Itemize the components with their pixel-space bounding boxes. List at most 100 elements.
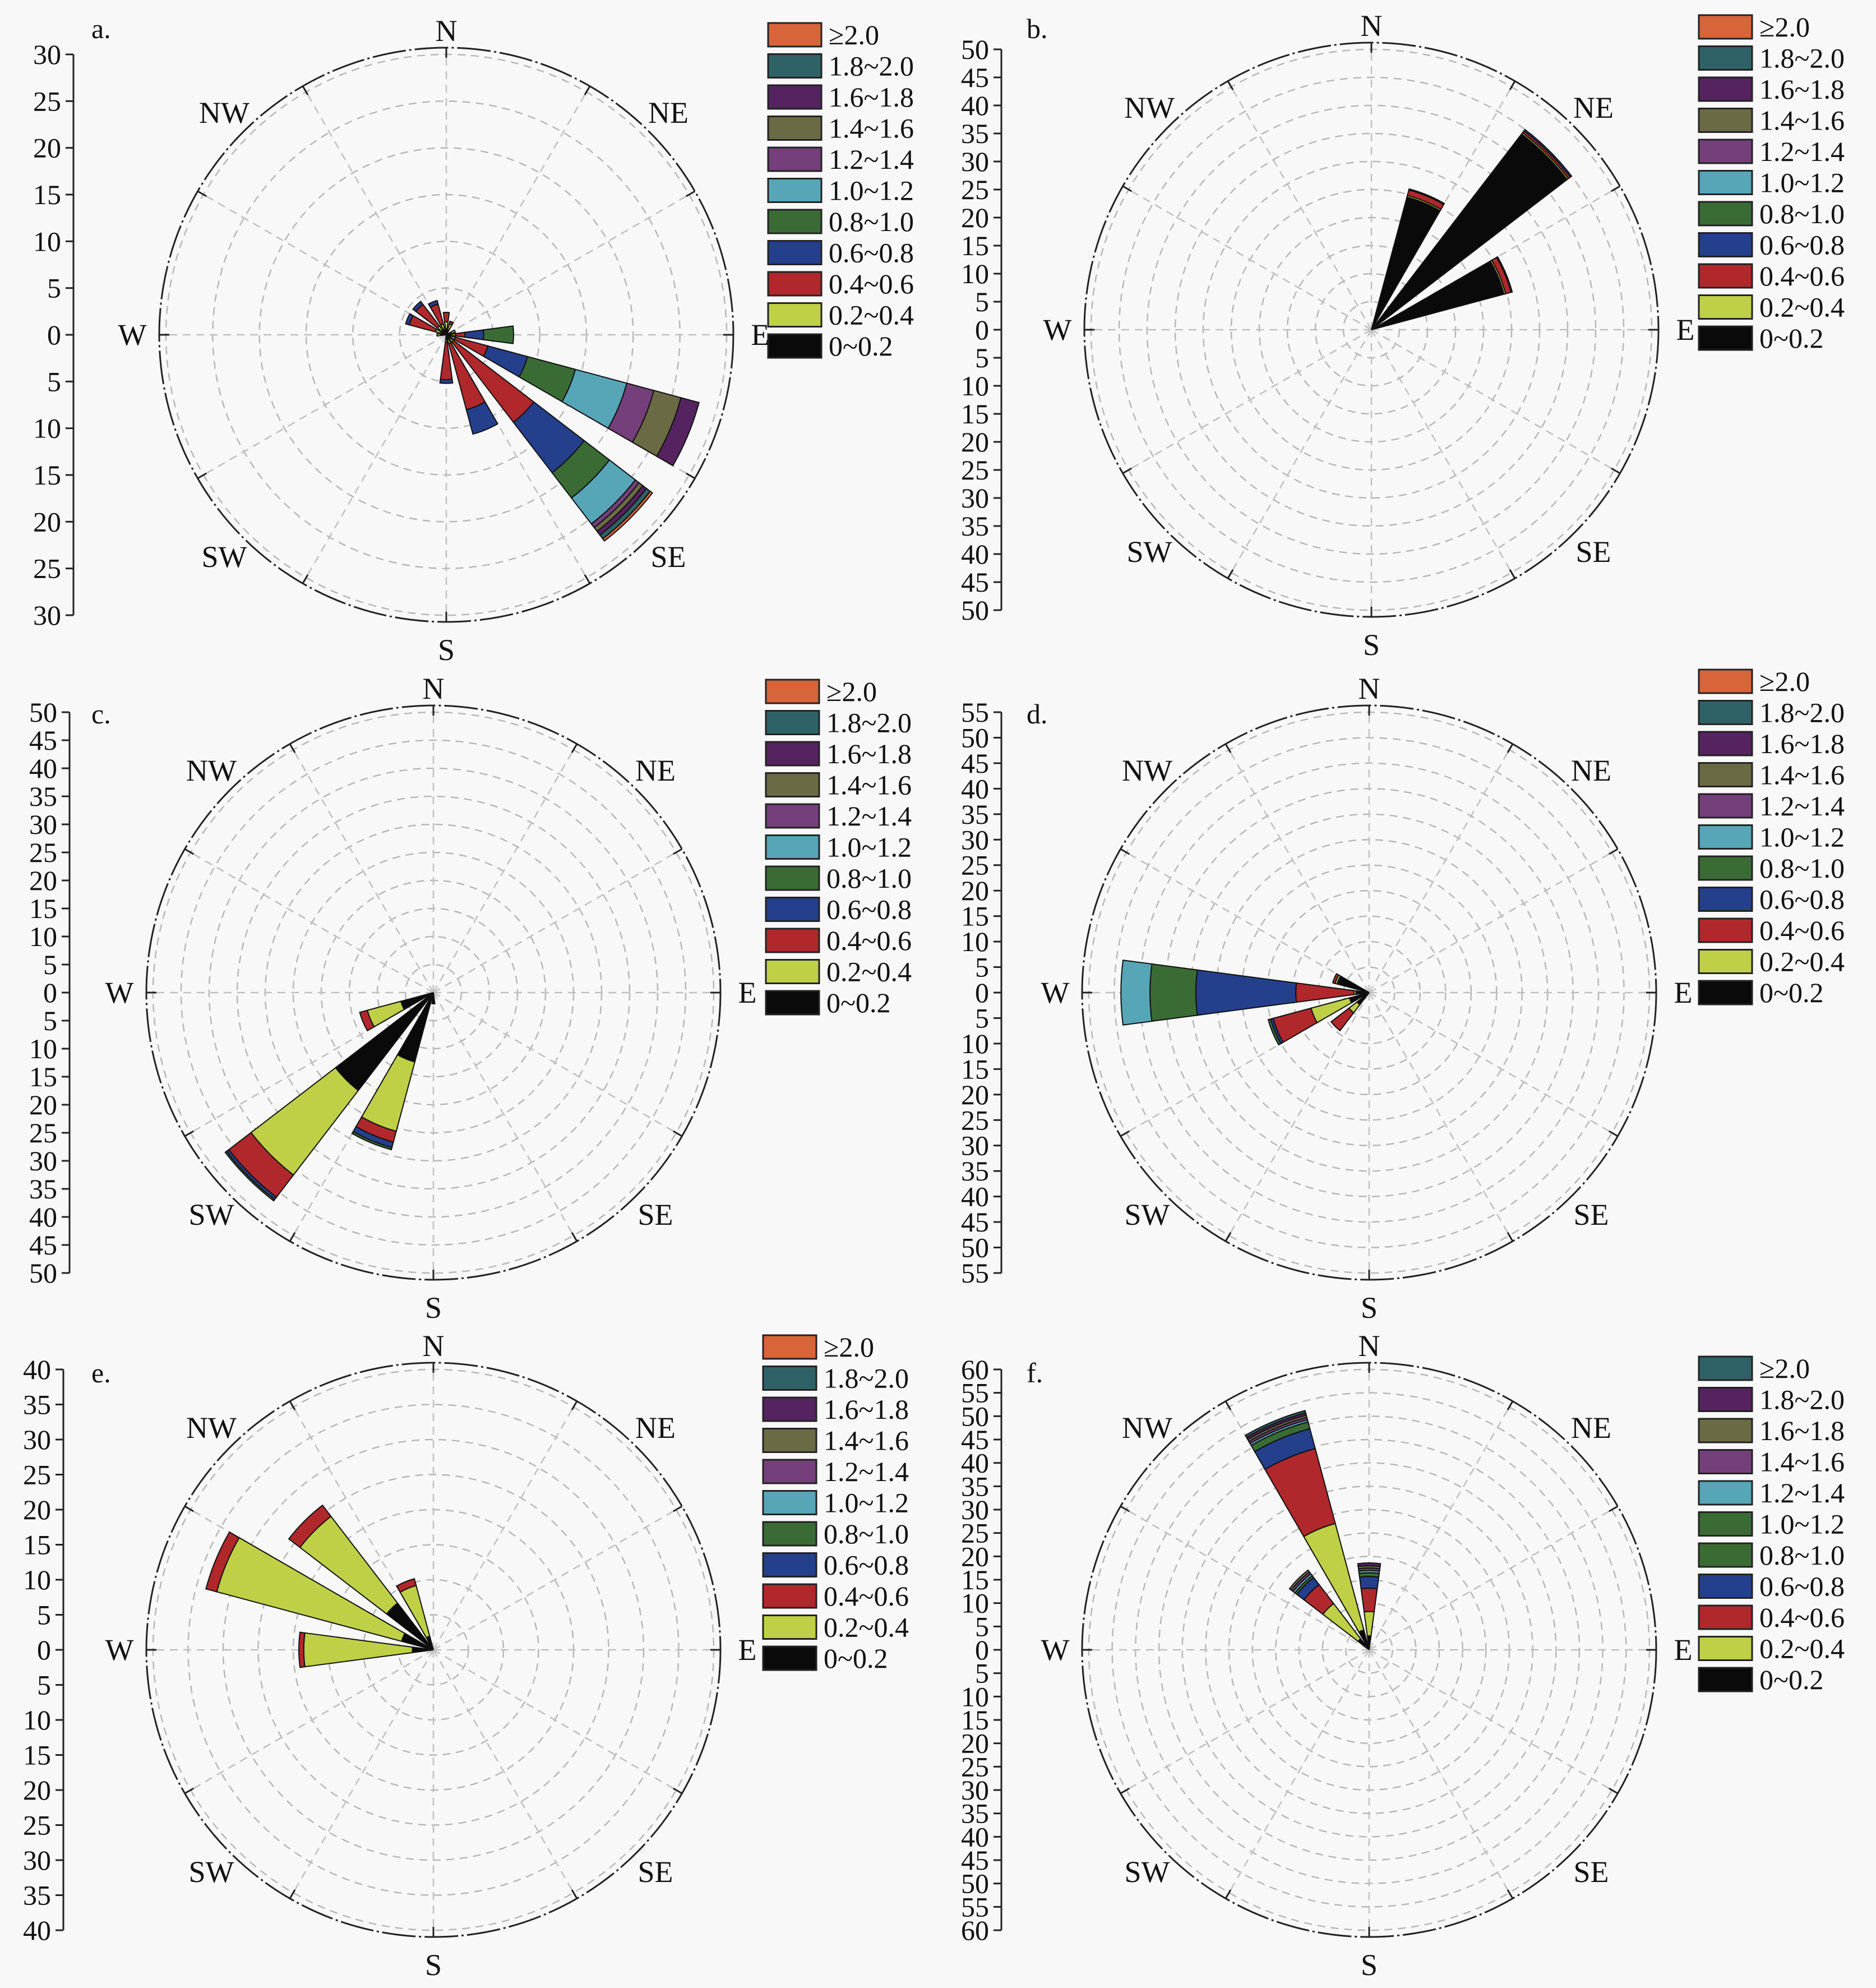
radial-tick-label: 40 (23, 1915, 51, 1946)
outer-tick (1609, 848, 1619, 855)
legend-swatch (1698, 855, 1753, 881)
radial-tick-label: 20 (23, 1774, 51, 1806)
legend-swatch (762, 1366, 817, 1391)
compass-label: SW (202, 540, 247, 574)
legend-label: 0.8~1.0 (824, 1518, 909, 1549)
outer-tick (686, 190, 696, 197)
legend-swatch (1698, 1542, 1753, 1568)
bar-segment-NNE-bin3 (1408, 188, 1445, 205)
legend-label: 1.6~1.8 (826, 738, 912, 769)
compass-label: NE (1573, 91, 1614, 124)
compass-label: SE (1575, 535, 1611, 569)
legend-label: 1.2~1.4 (1759, 1477, 1845, 1509)
legend-swatch (1698, 45, 1753, 71)
radial-tick-label: 25 (961, 850, 989, 881)
legend-swatch (767, 302, 823, 328)
legend-label: 0~0.2 (826, 987, 891, 1018)
legend-swatch (1698, 980, 1753, 1005)
grid-ring (258, 147, 634, 523)
bar-SW (224, 992, 434, 1202)
legend-label: 1.8~2.0 (1759, 1384, 1845, 1415)
compass-label: NW (1122, 754, 1172, 787)
legend-swatch (762, 1615, 817, 1640)
outer-tick (571, 1889, 578, 1899)
bar-NNE (1371, 188, 1445, 330)
radial-tick-label: 55 (961, 1377, 989, 1409)
panel-label: f. (1027, 1357, 1043, 1389)
compass-label: W (118, 318, 147, 352)
radial-tick-label: 20 (961, 202, 989, 233)
radial-tick-label: 20 (961, 875, 989, 906)
radial-tick-label: 5 (37, 1669, 51, 1701)
radial-tick-label: 55 (961, 1891, 989, 1922)
radial-tick-label: 20 (23, 1494, 51, 1525)
radial-tick-label: 15 (29, 1061, 57, 1092)
grid-ring (1275, 1556, 1463, 1744)
bar-segment-W-bin2 (298, 1631, 306, 1668)
legend-label: 0.6~0.8 (824, 1549, 909, 1581)
wind-rose-panel-a: N NE E SE S SW W NW 0 5 5 10 10 15 15 20 20 25 25 30 30 a. ≥2.… (33, 13, 914, 667)
legend-swatch (765, 959, 820, 984)
radial-tick-label: 50 (961, 1232, 989, 1263)
legend-swatch (1698, 668, 1753, 694)
radial-tick-label: 0 (47, 319, 61, 350)
legend-label: 0.2~0.4 (1759, 1633, 1845, 1664)
legend-swatch (1698, 1449, 1753, 1474)
bar-WNW (205, 1531, 434, 1650)
bar-SSW (351, 992, 434, 1151)
grid-ring (222, 1438, 645, 1861)
compass-label: NE (648, 96, 689, 130)
radial-tick-label: 60 (961, 1915, 989, 1946)
legend: ≥2.01.8~2.01.6~1.81.4~1.61.2~1.41.0~1.20… (1698, 1353, 1845, 1695)
grid-spoke (1120, 1649, 1370, 1795)
bar-NNW (396, 1578, 434, 1650)
radial-tick-label: 30 (29, 1145, 57, 1177)
legend-label: 1.0~1.2 (826, 832, 912, 863)
compass-label: NW (186, 1411, 237, 1445)
compass-label: W (1043, 313, 1072, 347)
radial-tick-label: 10 (961, 1588, 989, 1619)
radial-tick-label: 45 (29, 1229, 57, 1261)
grid-ring (1181, 1462, 1557, 1838)
outer-tick (1225, 1400, 1232, 1410)
grid-spoke (1369, 991, 1619, 1137)
outer-tick (1609, 1787, 1619, 1795)
legend-label: 0.4~0.6 (824, 1580, 909, 1612)
bar-ESE (446, 334, 700, 467)
radial-tick-label: 0 (975, 977, 989, 1008)
outer-tick (289, 1232, 296, 1242)
compass-label: W (1041, 976, 1070, 1009)
bar-segment-SSW-bin4 (351, 1131, 393, 1151)
legend-label: 0.4~0.6 (829, 268, 914, 299)
legend-swatch (1698, 1480, 1753, 1506)
legend-swatch (1698, 1636, 1753, 1661)
grid-spoke (1368, 1400, 1514, 1650)
grid-spoke (289, 1649, 435, 1899)
grid-ring (208, 767, 659, 1218)
legend-swatch (762, 1428, 817, 1453)
bar-segment-S-bin0 (445, 334, 448, 340)
legend-swatch (1698, 762, 1753, 787)
legend-label: 0.8~1.0 (829, 206, 914, 237)
bar-segment-NNE-bin2 (448, 320, 454, 326)
bar-segment-WNW-bin2 (1332, 972, 1340, 984)
radial-tick-label: 5 (47, 366, 61, 397)
legend-label: ≥2.0 (1759, 1353, 1810, 1384)
radial-tick-label: 5 (975, 1002, 989, 1034)
radial-tick-label: 5 (975, 1658, 989, 1689)
legend: ≥2.01.8~2.01.6~1.81.4~1.61.2~1.41.0~1.20… (1698, 11, 1845, 354)
bar-segment-NE-bin3 (1523, 128, 1573, 178)
radial-tick-label: 25 (33, 553, 61, 584)
radial-tick-label: 30 (23, 1424, 51, 1455)
radial-tick-label: 20 (29, 1089, 57, 1120)
legend-label: 0~0.2 (1759, 322, 1824, 354)
outer-tick (1507, 1889, 1514, 1899)
outer-tick (197, 190, 207, 197)
legend-swatch (762, 1334, 817, 1360)
outer-tick (1122, 185, 1132, 192)
legend-label: 0.4~0.6 (1759, 260, 1845, 292)
legend-label: 1.4~1.6 (829, 113, 914, 144)
bar-segment-W-bin1 (436, 333, 442, 337)
radial-tick-label: 15 (961, 1704, 989, 1736)
radial-tick-label: 10 (961, 370, 989, 402)
